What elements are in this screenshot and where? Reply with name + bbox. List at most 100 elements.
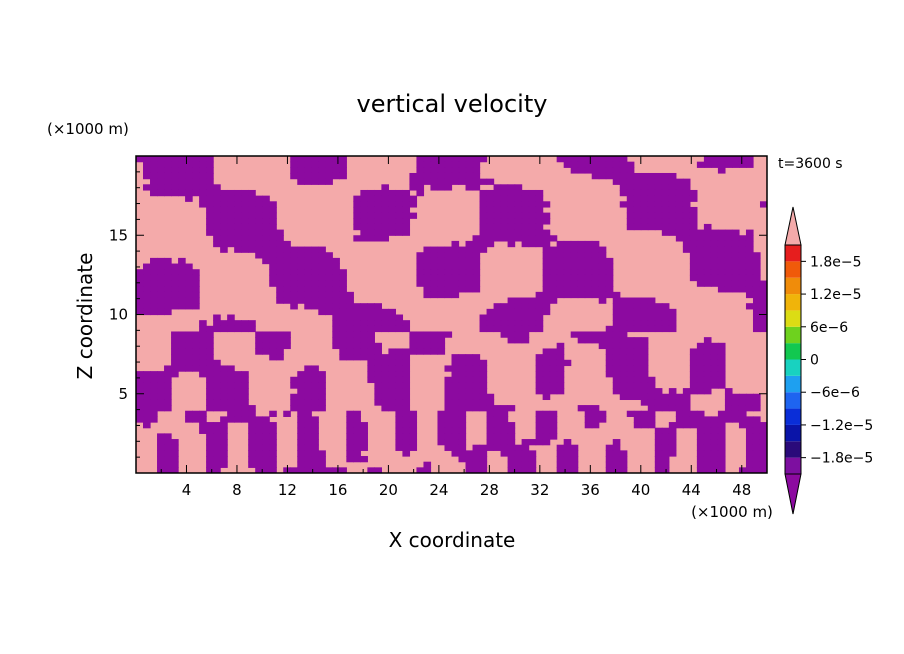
negative-cell	[353, 456, 361, 463]
negative-cell	[584, 156, 593, 163]
negative-cell	[528, 320, 537, 327]
negative-cell	[318, 280, 326, 287]
negative-cell	[577, 337, 586, 344]
negative-cell	[752, 291, 761, 299]
negative-cell	[626, 297, 635, 304]
negative-cell	[269, 263, 277, 270]
negative-cell	[458, 246, 467, 253]
negative-cell	[458, 376, 467, 384]
negative-cell	[619, 456, 628, 463]
negative-cell	[276, 246, 284, 253]
negative-cell	[269, 218, 277, 225]
negative-cell	[311, 274, 319, 282]
negative-cell	[556, 450, 565, 457]
negative-cell	[157, 308, 165, 316]
negative-cell	[570, 461, 579, 468]
negative-cell	[570, 240, 579, 248]
negative-cell	[206, 365, 214, 372]
negative-cell	[367, 325, 375, 333]
negative-cell	[479, 365, 488, 372]
negative-cell	[171, 365, 179, 372]
negative-cell	[304, 393, 312, 401]
negative-cell	[703, 246, 712, 253]
negative-cell	[703, 444, 712, 451]
negative-cell	[689, 206, 698, 214]
negative-cell	[185, 184, 193, 191]
negative-cell	[164, 269, 172, 276]
negative-cell	[402, 325, 411, 333]
negative-cell	[584, 269, 593, 276]
negative-cell	[339, 156, 347, 163]
negative-cell	[619, 201, 628, 208]
negative-cell	[451, 156, 460, 163]
negative-cell	[416, 184, 425, 191]
negative-cell	[402, 399, 411, 406]
negative-cell	[192, 269, 200, 276]
negative-cell	[423, 167, 432, 174]
negative-cell	[325, 263, 333, 270]
negative-cell	[535, 303, 544, 310]
negative-cell	[388, 359, 397, 367]
negative-cell	[444, 382, 453, 389]
negative-cell	[388, 371, 397, 378]
negative-cell	[150, 280, 158, 287]
negative-cell	[171, 439, 179, 446]
negative-cell	[185, 342, 193, 350]
negative-cell	[745, 405, 754, 412]
negative-cell	[703, 354, 712, 361]
negative-cell	[717, 450, 726, 457]
negative-cell	[178, 348, 186, 355]
negative-cell	[388, 320, 397, 327]
negative-cell	[717, 257, 726, 265]
negative-cell	[276, 240, 284, 248]
negative-cell	[255, 229, 263, 236]
negative-cell	[612, 444, 621, 451]
negative-cell	[437, 172, 446, 180]
negative-cell	[283, 252, 291, 259]
negative-cell	[164, 393, 172, 401]
negative-cell	[647, 405, 656, 412]
negative-cell	[199, 359, 207, 367]
negative-cell	[304, 303, 312, 310]
negative-cell	[171, 354, 179, 361]
negative-cell	[619, 342, 628, 350]
negative-cell	[647, 223, 656, 231]
negative-cell	[206, 206, 214, 214]
negative-cell	[234, 399, 242, 406]
negative-cell	[507, 212, 516, 219]
negative-cell	[465, 286, 474, 293]
negative-cell	[752, 439, 761, 446]
negative-cell	[248, 405, 256, 412]
negative-cell	[283, 240, 291, 248]
negative-cell	[731, 229, 740, 236]
negative-cell	[325, 269, 333, 276]
negative-cell	[591, 240, 600, 248]
negative-cell	[255, 212, 263, 219]
negative-cell	[304, 427, 312, 434]
negative-cell	[619, 450, 628, 457]
negative-cell	[297, 291, 305, 299]
negative-cell	[556, 461, 565, 468]
negative-cell	[283, 274, 291, 282]
negative-cell	[507, 320, 516, 327]
negative-cell	[717, 235, 726, 242]
negative-cell	[220, 223, 228, 231]
negative-cell	[577, 161, 586, 168]
negative-cell	[668, 178, 677, 185]
negative-cell	[374, 382, 382, 389]
negative-cell	[423, 280, 432, 287]
negative-cell	[248, 223, 256, 231]
negative-cell	[157, 156, 165, 163]
negative-cell	[507, 314, 516, 321]
negative-cell	[605, 371, 614, 378]
negative-cell	[584, 291, 593, 299]
negative-cell	[458, 433, 467, 440]
negative-cell	[395, 325, 404, 333]
negative-cell	[451, 388, 460, 395]
negative-cell	[577, 405, 586, 412]
negative-cell	[416, 263, 425, 270]
negative-cell	[241, 212, 249, 219]
negative-cell	[430, 178, 439, 185]
negative-cell	[374, 342, 382, 350]
negative-cell	[248, 246, 256, 253]
